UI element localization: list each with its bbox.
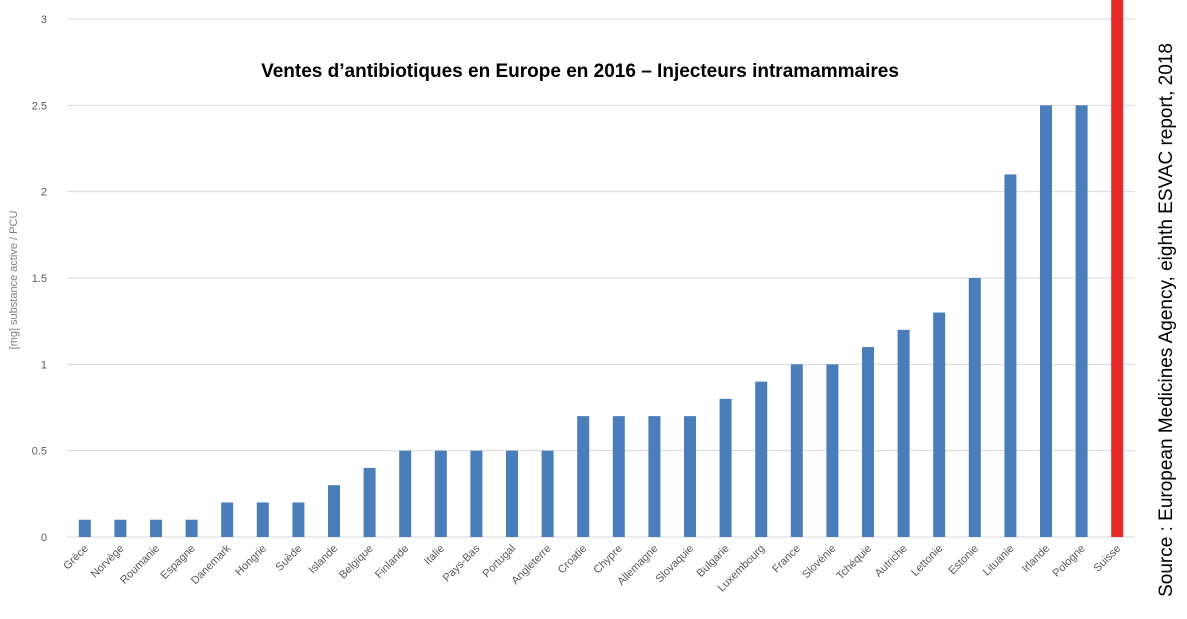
bar xyxy=(1111,0,1124,537)
y-axis-label: [mg] substance active / PCU xyxy=(8,211,20,350)
bar xyxy=(434,450,447,537)
x-tick-label: Pays-Bas xyxy=(441,542,483,584)
y-tick-label: 0 xyxy=(41,532,47,544)
x-tick-label: Hongrie xyxy=(233,543,269,579)
x-tick-label: Danemark xyxy=(189,542,234,587)
bar xyxy=(506,450,518,537)
bar xyxy=(399,450,412,537)
bar xyxy=(1075,105,1088,537)
bar xyxy=(897,329,910,537)
x-tick-label: Chypre xyxy=(591,543,625,577)
x-tick-label: Slovaquie xyxy=(653,543,696,586)
bar xyxy=(933,312,946,537)
x-tick-label: Belgique xyxy=(337,543,376,582)
bar xyxy=(1040,105,1052,537)
y-tick-label: 3 xyxy=(41,14,47,26)
bar xyxy=(221,502,234,537)
chart-title: Ventes d’antibiotiques en Europe en 2016… xyxy=(261,61,899,82)
y-tick-label: 0.5 xyxy=(32,446,47,458)
x-tick-label: Pologne xyxy=(1051,543,1088,580)
x-tick-label: Suède xyxy=(274,543,305,574)
x-tick-label: Estonie xyxy=(946,543,980,577)
bar xyxy=(684,416,696,537)
bar xyxy=(470,450,483,537)
y-tick-label: 2 xyxy=(41,187,47,199)
x-tick-label: Autriche xyxy=(873,543,910,580)
bar xyxy=(648,416,661,537)
x-tick-label: Islande xyxy=(307,543,341,577)
bar xyxy=(755,381,768,537)
x-tick-label: Italie xyxy=(422,543,447,568)
bar xyxy=(541,450,554,537)
x-tick-label: Grèce xyxy=(61,543,91,573)
x-tick-label: Irlande xyxy=(1020,543,1052,575)
x-tick-label: Suisse xyxy=(1091,543,1123,575)
x-tick-label: Lituanie xyxy=(981,543,1017,579)
x-tick-label: France xyxy=(770,543,803,576)
y-tick-label: 1.5 xyxy=(32,273,47,285)
bar xyxy=(1004,174,1017,537)
bar xyxy=(862,347,874,537)
x-tick-label: Lettonie xyxy=(909,543,945,579)
bar xyxy=(826,364,839,537)
bar xyxy=(719,398,732,537)
bar xyxy=(968,278,981,537)
bar xyxy=(328,485,340,537)
x-tick-label: Slovénie xyxy=(800,543,838,581)
bar xyxy=(363,467,376,537)
bar xyxy=(612,416,625,537)
bar xyxy=(114,519,127,537)
bar xyxy=(78,519,91,537)
source-note: Source : European Medicines Agency, eigh… xyxy=(1156,43,1177,597)
bar xyxy=(577,416,590,537)
bar xyxy=(150,519,162,537)
bar xyxy=(256,502,269,537)
x-tick-label: Roumanie xyxy=(118,543,162,587)
bar xyxy=(185,519,198,537)
bar xyxy=(790,364,803,537)
y-tick-label: 1 xyxy=(41,359,47,371)
x-tick-label: Croatie xyxy=(556,543,590,577)
bar xyxy=(292,502,305,537)
x-tick-label: Tchéquie xyxy=(834,543,874,583)
y-tick-label: 2.5 xyxy=(32,100,47,112)
x-tick-label: Finlande xyxy=(373,543,411,581)
